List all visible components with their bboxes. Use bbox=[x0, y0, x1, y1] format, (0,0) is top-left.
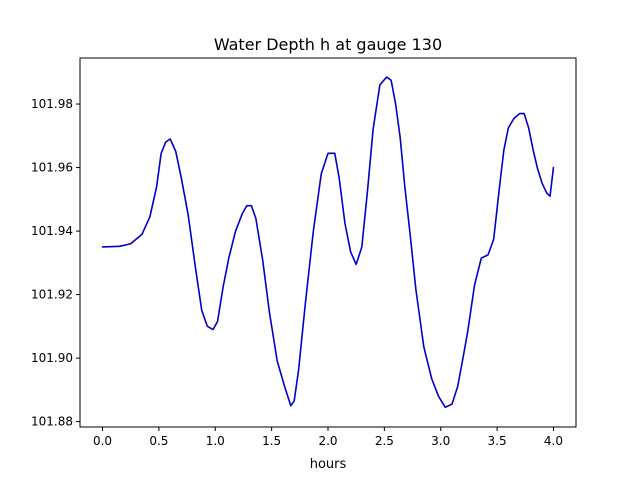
x-tick-label: 0.5 bbox=[149, 434, 168, 448]
y-tick-label: 101.88 bbox=[31, 415, 73, 429]
x-tick-label: 3.0 bbox=[431, 434, 450, 448]
y-tick-label: 101.92 bbox=[31, 288, 73, 302]
x-axis-label: hours bbox=[310, 457, 347, 472]
y-tick-label: 101.98 bbox=[31, 97, 73, 111]
y-axis-ticks: 101.88 101.90 101.92 101.94 101.96 101.98 bbox=[31, 97, 80, 429]
x-tick-label: 2.0 bbox=[318, 434, 337, 448]
y-tick-label: 101.90 bbox=[31, 351, 73, 365]
x-tick-label: 2.5 bbox=[375, 434, 394, 448]
x-tick-label: 0.0 bbox=[93, 434, 112, 448]
x-tick-label: 1.0 bbox=[206, 434, 225, 448]
x-tick-label: 4.0 bbox=[544, 434, 563, 448]
series-line-0 bbox=[101, 76, 555, 409]
x-tick-label: 1.5 bbox=[262, 434, 281, 448]
x-tick-label: 3.5 bbox=[488, 434, 507, 448]
chart-title: Water Depth h at gauge 130 bbox=[214, 35, 442, 54]
y-tick-label: 101.94 bbox=[31, 224, 73, 238]
y-tick-label: 101.96 bbox=[31, 161, 73, 175]
x-axis-ticks: 0.0 0.5 1.0 1.5 2.0 2.5 3.0 3.5 4.0 bbox=[93, 427, 563, 448]
